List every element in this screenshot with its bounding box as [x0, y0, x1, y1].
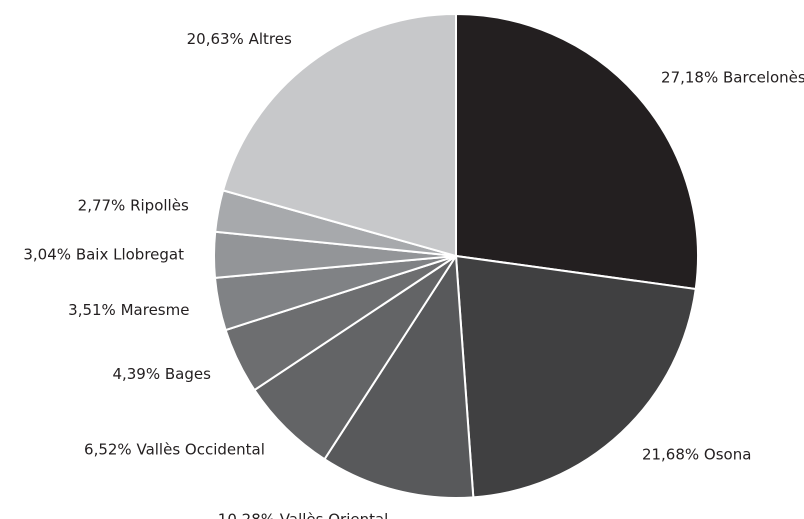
value-label: 21,68% — [642, 445, 699, 463]
slice-label: 2,77% Ripollès — [78, 196, 189, 214]
value-label: 4,39% — [112, 365, 160, 383]
pie-slice — [455, 12, 699, 291]
category-label: Ripollès — [130, 196, 189, 214]
slice-label: 3,04% Baix Llobregat — [23, 245, 184, 263]
value-label: 3,04% — [23, 245, 71, 263]
category-label: Osona — [704, 445, 752, 463]
slice-label: 3,51% Maresme — [68, 301, 189, 319]
slice-label: 6,52% Vallès Occidental — [84, 440, 265, 458]
slice-label: 21,68% Osona — [642, 445, 751, 463]
value-label: 3,51% — [68, 301, 116, 319]
value-label: 2,77% — [78, 196, 126, 214]
category-label: Baix Llobregat — [76, 245, 184, 263]
category-label: Bages — [165, 365, 211, 383]
value-label: 20,63% — [187, 30, 244, 48]
slice-label: 4,39% Bages — [112, 365, 211, 383]
slice-label: 27,18% Barcelonès — [661, 68, 804, 86]
category-label: Vallès Occidental — [136, 440, 264, 458]
slice-label: 20,63% Altres — [187, 30, 292, 48]
category-label: Maresme — [121, 301, 190, 319]
pie-slice — [454, 254, 697, 499]
value-label: 6,52% — [84, 440, 132, 458]
pie-slice — [221, 12, 457, 258]
slice-label: 10,28% Vallès Oriental — [218, 510, 389, 519]
category-label: Barcelonès — [723, 68, 804, 86]
value-label: 10,28% — [218, 510, 275, 519]
category-label: Vallès Oriental — [280, 510, 389, 519]
pie-slice — [323, 252, 475, 499]
value-label: 27,18% — [661, 68, 718, 86]
category-label: Altres — [249, 30, 292, 48]
